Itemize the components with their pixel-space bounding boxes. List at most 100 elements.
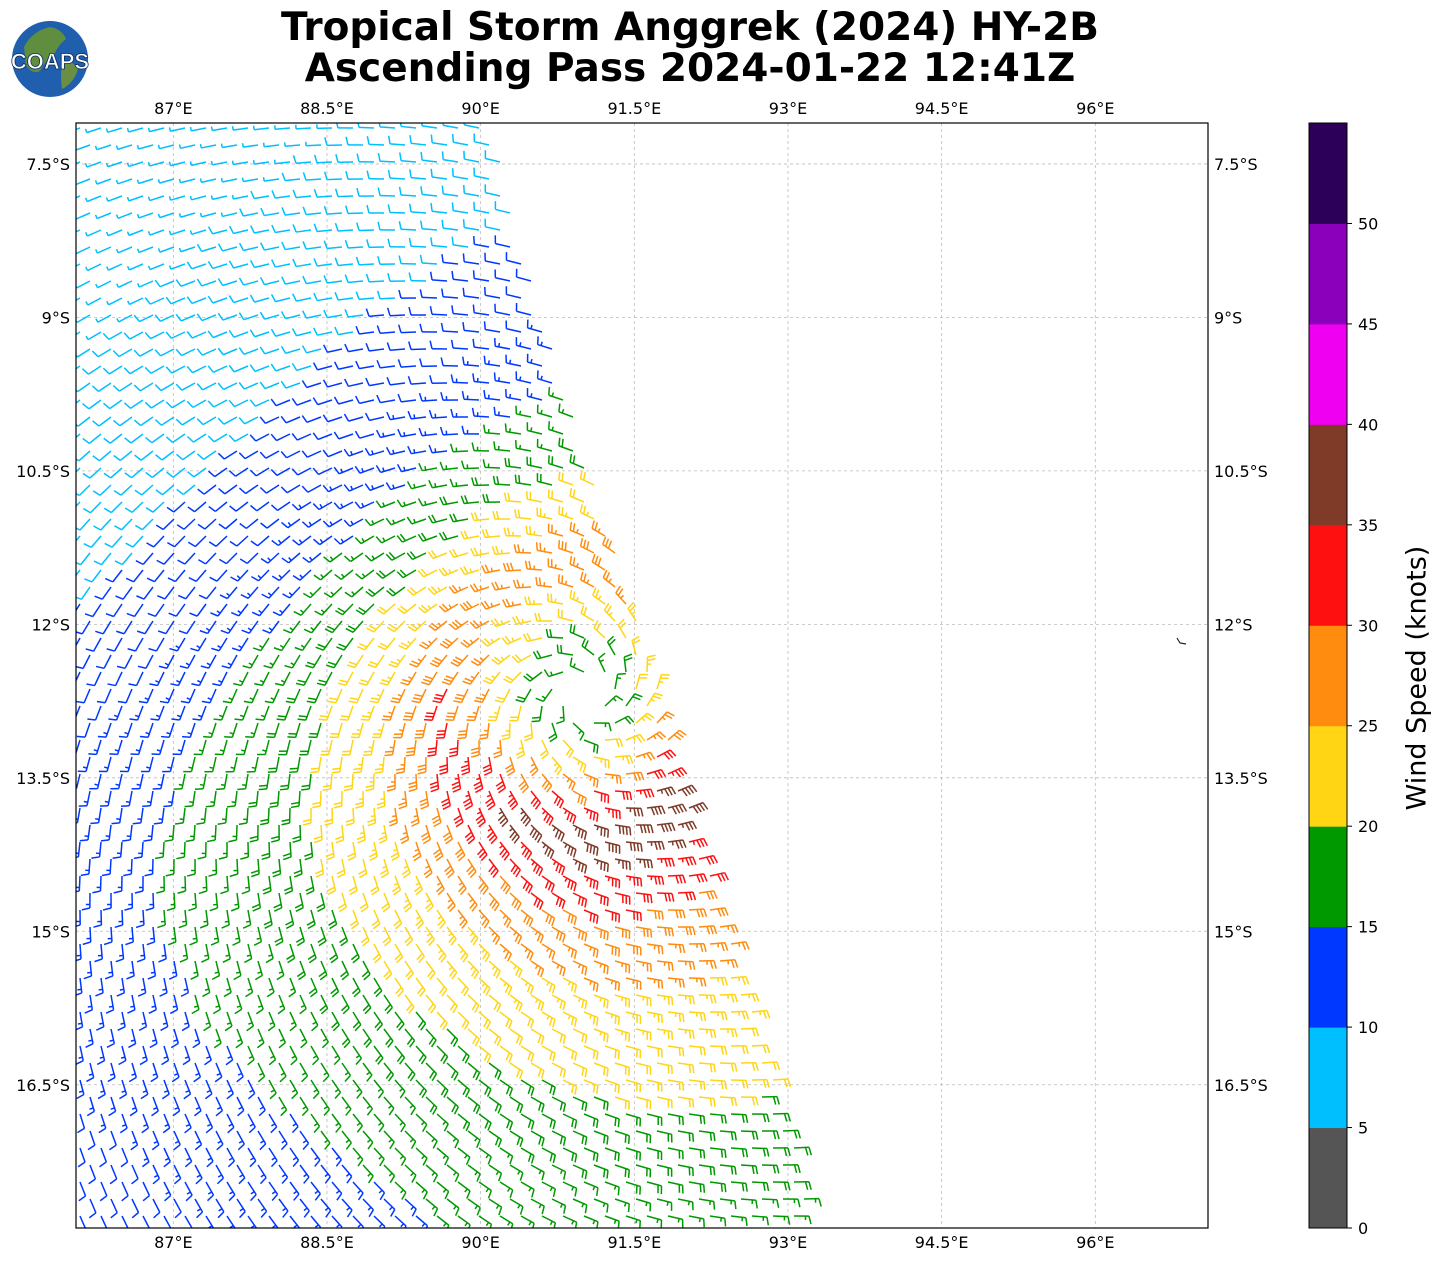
wind-barb [186, 399, 207, 409]
wind-barb [698, 1062, 717, 1073]
wind-barb [408, 773, 418, 793]
wind-barb [407, 445, 427, 455]
lon-tick-label-bottom: 96°E [1076, 1233, 1114, 1252]
wind-barb [144, 858, 154, 877]
wind-barb [579, 470, 595, 486]
wind-barb [313, 824, 323, 844]
wind-barb [677, 1164, 694, 1177]
wind-barb [427, 549, 448, 560]
wind-barb [583, 807, 599, 822]
wind-barb [199, 620, 217, 635]
wind-barb [210, 926, 220, 946]
wind-barb [449, 513, 469, 523]
wind-barb [488, 994, 502, 1013]
wind-barb [168, 195, 186, 201]
wind-barb [341, 1164, 353, 1184]
wind-barb [319, 994, 329, 1015]
colorbar-frame [1308, 122, 1348, 1229]
wind-barb [709, 907, 729, 917]
wind-barb [226, 1113, 235, 1134]
wind-barb [667, 1045, 685, 1057]
wind-barb [268, 1113, 278, 1134]
wind-barb [193, 1062, 202, 1083]
wind-barb [343, 773, 354, 792]
wind-barb [323, 275, 343, 284]
wind-barb [541, 1079, 556, 1096]
wind-barb [217, 312, 238, 321]
wind-barb [677, 1062, 695, 1074]
wind-barb [625, 1215, 642, 1228]
wind-barb [419, 254, 438, 265]
wind-barb [266, 977, 275, 998]
wind-barb [84, 127, 102, 134]
wind-barb [82, 399, 102, 410]
wind-barb [604, 1045, 620, 1060]
wind-barb [698, 1164, 716, 1176]
wind-barb [688, 873, 708, 883]
wind-barb [751, 1147, 770, 1157]
wind-barb [377, 221, 396, 231]
wind-barb [579, 538, 595, 554]
wind-barb [530, 1028, 545, 1045]
wind-barb [501, 635, 522, 645]
wind-barb [392, 875, 402, 896]
wind-barb [295, 124, 312, 130]
wind-barb [614, 1164, 630, 1179]
wind-barb [366, 136, 385, 146]
wind-barb [334, 326, 354, 336]
wind-barb [719, 1028, 738, 1038]
wind-barb [492, 475, 511, 486]
wind-barb [398, 186, 417, 197]
wind-barb [472, 304, 490, 316]
wind-barb [335, 824, 345, 844]
wind-barb [397, 603, 417, 614]
wind-barb [536, 370, 553, 384]
wind-barb [486, 824, 498, 845]
wind-barb [547, 489, 564, 503]
wind-barb [224, 722, 238, 739]
wind-barb [206, 824, 217, 843]
wind-barb [677, 994, 696, 1005]
wind-barb [467, 926, 479, 946]
wind-barb [569, 623, 585, 639]
wind-barb [257, 1164, 267, 1185]
wind-barb [362, 1096, 374, 1116]
wind-barb [105, 994, 115, 1014]
wind-barb [428, 409, 448, 419]
wind-barb [494, 688, 511, 703]
wind-barb [76, 569, 81, 577]
wind-barb [170, 1028, 180, 1049]
wind-barb [229, 535, 249, 547]
wind-barb [383, 1096, 395, 1116]
wind-barb [357, 123, 375, 129]
wind-barb [315, 858, 325, 878]
wind-barb [301, 380, 322, 389]
wind-barb [354, 395, 375, 405]
wind-barb [76, 382, 91, 393]
wind-barb [118, 722, 133, 738]
wind-barb [229, 501, 249, 512]
wind-barb [236, 1164, 246, 1185]
wind-barb [457, 1045, 470, 1064]
lon-tick-label-bottom: 90°E [461, 1233, 499, 1252]
wind-barb [419, 323, 438, 333]
lat-tick-label-right: 10.5°S [1214, 462, 1268, 481]
wind-barb [333, 466, 354, 475]
wind-barb [593, 1130, 609, 1145]
wind-barb [471, 442, 490, 452]
wind-barb [207, 399, 228, 408]
wind-barb [436, 1079, 449, 1098]
wind-barb [463, 184, 480, 197]
wind-barb [667, 874, 687, 884]
wind-barb [302, 552, 322, 564]
wind-barb [539, 739, 549, 760]
wind-barb [285, 909, 295, 930]
wind-barb [142, 790, 154, 808]
wind-barb [625, 1045, 642, 1059]
wind-barb [478, 1079, 492, 1098]
wind-barb [305, 875, 315, 895]
wind-barb [541, 1147, 557, 1164]
wind-barb [514, 509, 532, 520]
wind-barb [126, 161, 144, 168]
wind-barb [165, 331, 186, 340]
